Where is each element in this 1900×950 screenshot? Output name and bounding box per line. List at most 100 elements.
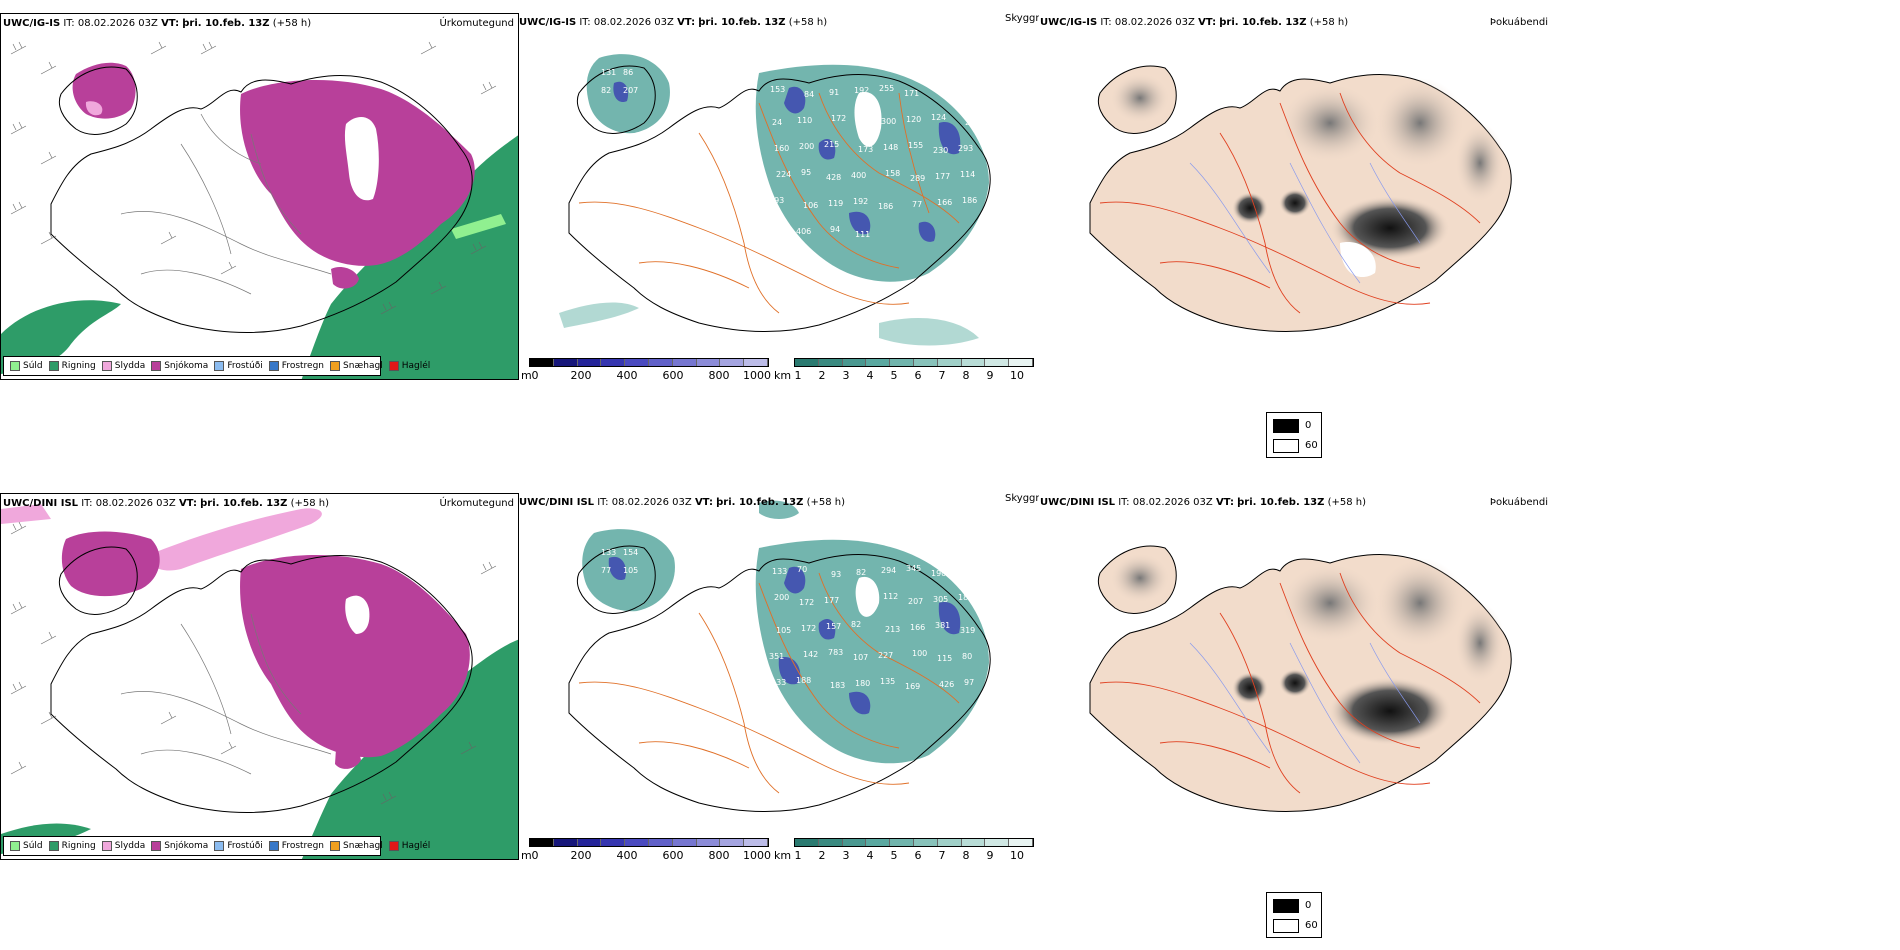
visibility-tick: 7 <box>938 369 946 380</box>
visibility-tick: 2 <box>818 369 826 380</box>
snow-area-nw <box>72 62 136 119</box>
precip-legend-top: Súld Rigning Slydda Snjókoma Frostúði Fr… <box>3 356 430 376</box>
legend-label: Snjókoma <box>164 361 209 371</box>
road-lines <box>120 113 332 295</box>
visibility-value-label: 166 <box>937 198 952 207</box>
visibility-value-label: 107 <box>853 653 868 662</box>
visibility-value-label: 200 <box>774 593 789 602</box>
legend-item: Haglél <box>388 841 430 851</box>
fog-grey <box>1279 189 1311 217</box>
visibility-value-label: 80 <box>962 652 972 661</box>
visibility-value-label: 114 <box>960 170 975 179</box>
visibility-value-label: 160 <box>774 144 789 153</box>
legend-item: Slydda <box>101 841 145 851</box>
visibility-value-label: 126 <box>771 229 786 238</box>
legend-label: Haglél <box>401 361 431 371</box>
it-label: IT: <box>579 17 591 28</box>
fog-header-bottom: UWC/DINI ISL IT: 08.02.2026 03Z VT: þri.… <box>1040 496 1560 512</box>
lead-time: (+58 h) <box>806 497 846 508</box>
precip-legend-bottom: Súld Rigning Slydda Snjókoma Frostúði Fr… <box>3 836 430 856</box>
fog-dark-core <box>1328 677 1452 745</box>
teal-area-nw <box>582 529 675 612</box>
fog-legend-top: 0 60 <box>1266 412 1322 458</box>
snow-area-south <box>331 267 359 289</box>
visibility-panel-bottom: 133 154 77 105 133 70 93 82 294 345 190 202 200 172 17… <box>519 493 1039 860</box>
elevation-unit: m <box>521 849 532 860</box>
visibility-value-label: 200 <box>799 142 814 151</box>
visibility-value-label: 86 <box>623 68 633 77</box>
visibility-value-label: 111 <box>773 704 788 713</box>
fog-legend-black-label: 0 <box>1305 420 1312 431</box>
sleet-area <box>150 508 322 571</box>
visibility-value-label: 95 <box>801 168 811 177</box>
vt-label: VT: <box>1198 17 1217 28</box>
drizzle-area <box>451 214 506 239</box>
vt-label: VT: <box>178 498 197 509</box>
visibility-value-label: 428 <box>826 173 841 182</box>
coastline <box>50 75 473 334</box>
model-name: UWC/IG-IS <box>1040 17 1098 28</box>
legend-item: Frostúði <box>214 361 263 371</box>
road-lines <box>120 613 332 775</box>
blue-patches <box>613 81 961 242</box>
legend-item: Súld <box>10 361 43 371</box>
visibility-value-label: 94 <box>856 112 866 121</box>
legend-label: Snæhagl <box>343 361 383 371</box>
elevation-bar <box>529 838 769 847</box>
fog-panel-bottom: UWC/DINI ISL IT: 08.02.2026 03Z VT: þri.… <box>1040 493 1560 860</box>
visibility-value-label: 227 <box>878 651 893 660</box>
visibility-value-label: 217 <box>965 118 980 127</box>
elevation-colorbar-bottom: m 0 200 400 600 800 1000 <box>521 838 771 860</box>
snow-clear-hole <box>345 595 370 634</box>
visibility-value-label: 119 <box>828 199 843 208</box>
westfjords-outline <box>58 546 138 615</box>
road-network <box>1099 92 1481 314</box>
wind-barbs <box>10 41 497 315</box>
visibility-value-label: 183 <box>830 681 845 690</box>
visibility-map-top: 131 86 82 207 153 84 91 192 255 171 272 213 24 110 172… <box>559 54 991 346</box>
it-label: IT: <box>81 498 93 509</box>
westfjords-outline <box>576 545 656 614</box>
legend-swatch <box>101 841 112 851</box>
visibility-header-top: UWC/IG-IS IT: 08.02.2026 03Z VT: þri. 10… <box>519 16 1039 32</box>
legend-item: Snæhagl <box>330 841 383 851</box>
visibility-value-label: 188 <box>796 676 811 685</box>
legend-item: Snæhagl <box>330 361 383 371</box>
visibility-tick: 5 <box>890 849 898 860</box>
fog-grey <box>1280 563 1380 643</box>
lead-time: (+58 h) <box>290 498 330 509</box>
visibility-value-label: 192 <box>853 197 868 206</box>
legend-swatch <box>388 361 399 371</box>
precip-panel-top: UWC/IG-IS IT: 08.02.2026 03Z VT: þri. 10… <box>0 13 519 380</box>
visibility-value-label: 155 <box>908 141 923 150</box>
visibility-value-label: 215 <box>824 140 839 149</box>
legend-label: Rigning <box>61 841 96 851</box>
model-name: UWC/IG-IS <box>3 18 61 29</box>
visibility-value-label: 91 <box>829 88 839 97</box>
visibility-value-label: 272 <box>938 87 953 96</box>
westfjords-outline <box>576 65 656 134</box>
coastline <box>568 74 991 333</box>
visibility-value-label: 300 <box>881 117 896 126</box>
visibility-value-label: 128 <box>858 594 873 603</box>
visibility-tick: 4 <box>866 849 874 860</box>
fog-grey <box>1279 669 1311 697</box>
elevation-tick: 0 <box>531 849 539 860</box>
visibility-tick: 8 <box>962 849 970 860</box>
fog-legend-white <box>1273 439 1299 453</box>
model-name: UWC/DINI ISL <box>1040 497 1116 508</box>
vt-value: þri. 10.feb. 13Z <box>200 498 288 509</box>
fog-title: Þokuábendi <box>1489 17 1548 28</box>
elevation-colorbar-top: m 0 200 400 600 800 1000 <box>521 358 771 380</box>
lead-time: (+58 h) <box>1327 497 1367 508</box>
fog-grey <box>1455 123 1505 203</box>
clear-hole <box>855 576 880 617</box>
visibility-value-label: 172 <box>831 114 846 123</box>
visibility-value-label: 186 <box>878 202 893 211</box>
visibility-tick: 6 <box>914 849 922 860</box>
visibility-tick: 1 <box>794 369 802 380</box>
elevation-tick: 800 <box>708 369 730 380</box>
visibility-value-label: 173 <box>858 145 873 154</box>
model-name: UWC/IG-IS <box>519 17 577 28</box>
visibility-value-label: 77 <box>601 566 611 575</box>
